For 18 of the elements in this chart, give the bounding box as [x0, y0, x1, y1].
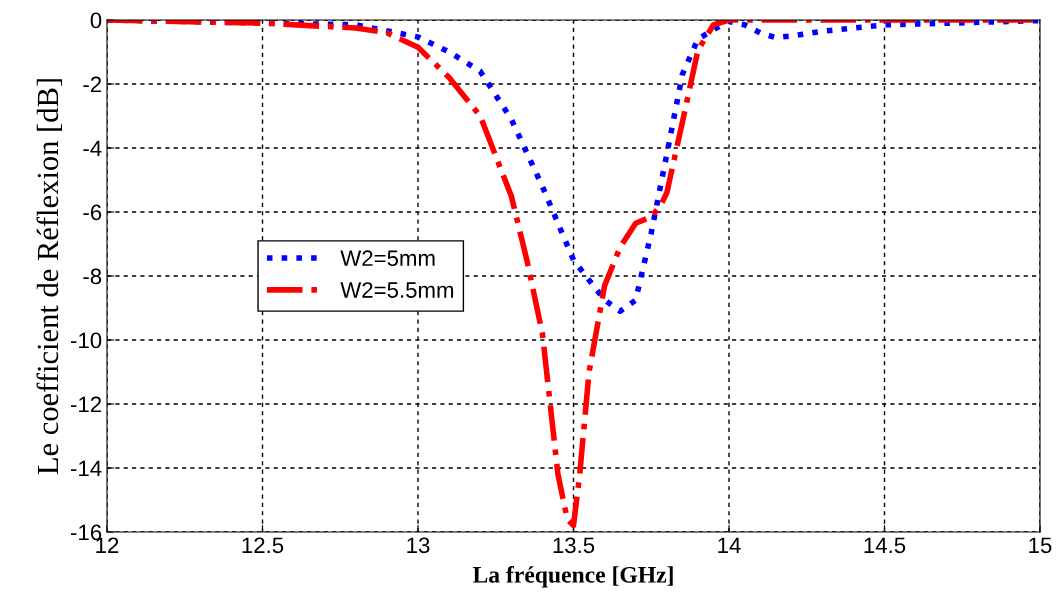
x-tick-label: 15 — [1029, 537, 1052, 554]
y-tick-label: 0 — [90, 12, 102, 29]
x-tick-label: 13 — [407, 537, 430, 554]
y-axis-title: Le coefficient de Réflexion [dB] — [36, 79, 63, 475]
y-tick-label: -2 — [83, 76, 102, 93]
x-tick-label: 14 — [718, 537, 741, 553]
x-axis-title: La fréquence [GHz] — [472, 565, 673, 588]
legend-label: W2=5.5mm — [340, 282, 454, 298]
y-tick-label: -6 — [83, 204, 102, 221]
y-tick-label: -4 — [83, 140, 102, 157]
x-tick-label: 14.5 — [864, 537, 906, 554]
x-tick-label: 13.5 — [553, 537, 595, 554]
y-tick-label: -14 — [71, 460, 102, 477]
y-tick-label: -10 — [71, 332, 102, 349]
x-tick-label: 12.5 — [242, 537, 284, 554]
y-tick-label: -8 — [83, 268, 102, 285]
legend-label: W2=5mm — [340, 250, 435, 267]
y-tick-label: -12 — [71, 396, 102, 413]
